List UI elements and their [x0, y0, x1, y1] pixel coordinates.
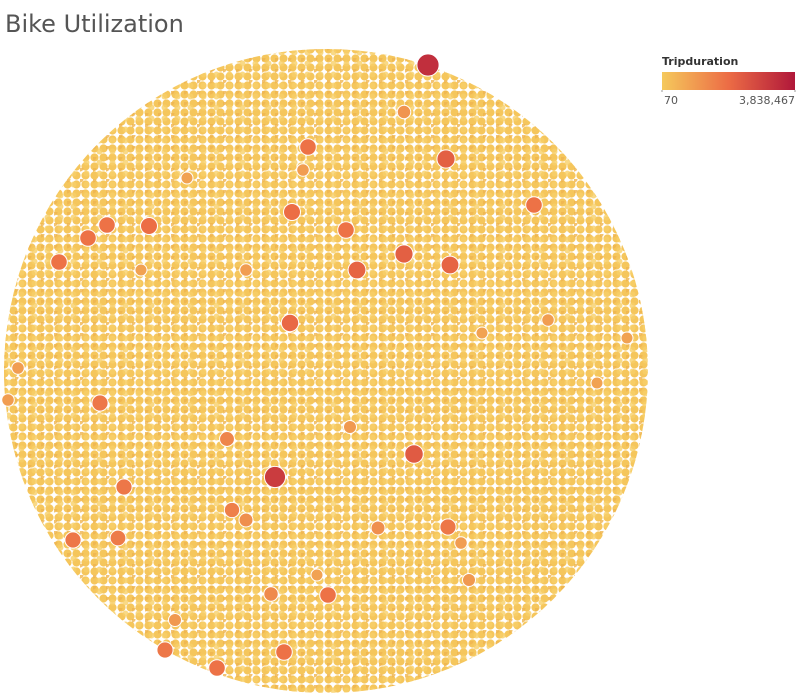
chart-title: Bike Utilization [5, 10, 184, 38]
bubble [79, 229, 97, 247]
bubble [223, 501, 241, 519]
bubble [180, 171, 194, 185]
bubble [541, 313, 555, 327]
bubble [310, 568, 324, 582]
bubble [134, 263, 148, 277]
bubble [461, 572, 477, 588]
bubble [280, 313, 300, 333]
bubble [296, 163, 310, 177]
bubble-field [4, 49, 648, 693]
bubble [91, 394, 109, 412]
bubble [238, 512, 254, 528]
legend-bar [662, 72, 795, 90]
legend-label: 70 [664, 94, 678, 107]
bubble [394, 244, 414, 264]
bubble [156, 641, 174, 659]
bubble [525, 196, 543, 214]
bubble [219, 431, 235, 447]
bubble [319, 586, 337, 604]
bubble [139, 216, 159, 236]
bubble [299, 138, 317, 156]
bubble [436, 149, 456, 169]
legend-title: Tripduration [662, 55, 738, 68]
bubble [620, 331, 634, 345]
bubble [98, 216, 116, 234]
bubble [282, 202, 302, 222]
bubble [590, 376, 604, 390]
bubble [239, 263, 253, 277]
bubble [440, 255, 460, 275]
bubble [64, 531, 82, 549]
bubble [337, 221, 355, 239]
bubble [475, 326, 489, 340]
bubble [342, 419, 358, 435]
bubble [1, 393, 15, 407]
bubble [454, 536, 468, 550]
bubble [263, 465, 287, 489]
bubble [439, 518, 457, 536]
bubble [50, 253, 68, 271]
bubble [167, 612, 183, 628]
bubble [263, 586, 279, 602]
bubble [11, 361, 25, 375]
bubble [275, 643, 293, 661]
bubble [370, 520, 386, 536]
bubble [416, 53, 440, 77]
bubble [109, 529, 127, 547]
bubble [208, 659, 226, 677]
legend-label: 3,838,467 [739, 94, 795, 107]
bubble [396, 104, 412, 120]
bubble [115, 478, 133, 496]
bubble [347, 260, 367, 280]
bubble [404, 444, 424, 464]
